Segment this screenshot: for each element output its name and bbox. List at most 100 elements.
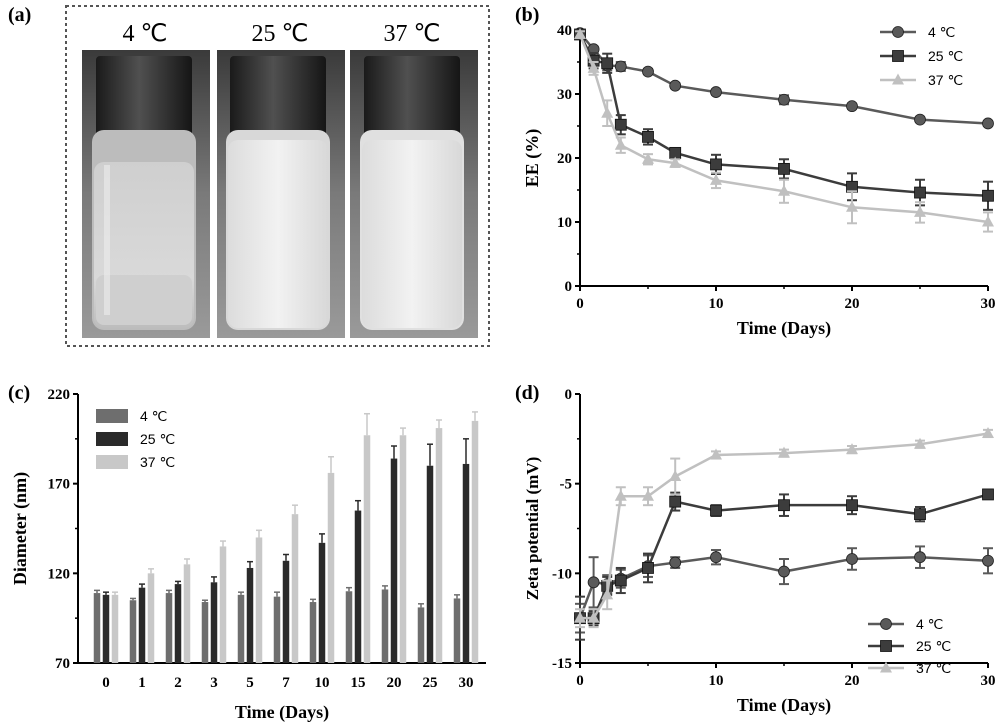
bar-2 (183, 564, 191, 663)
data-point (669, 469, 682, 481)
bar-1 (462, 463, 470, 663)
x-tick-label: 20 (845, 296, 860, 312)
data-point (982, 554, 994, 567)
panel-label-a: (a) (8, 4, 32, 26)
x-tick-label: 15 (351, 675, 366, 691)
x-tick-label: 0 (576, 296, 584, 312)
bar-0 (129, 600, 137, 663)
data-point (669, 495, 682, 508)
x-tick-label: 0 (576, 673, 584, 689)
y-tick-label: 0 (565, 279, 573, 295)
bar-1 (246, 567, 254, 663)
data-point (982, 426, 994, 438)
data-point (587, 576, 600, 589)
data-point (982, 117, 994, 130)
bar-2 (111, 594, 119, 663)
bar-2 (435, 428, 443, 663)
x-tick-label: 7 (282, 675, 290, 691)
data-point (778, 162, 790, 175)
x-tick-label: 3 (210, 675, 218, 691)
x-tick-label: 0 (102, 675, 110, 691)
bar-2 (471, 420, 479, 663)
x-tick-label: 10 (709, 673, 724, 689)
data-point (642, 152, 654, 164)
bar-0 (93, 593, 101, 663)
bar-1 (354, 510, 362, 663)
data-point (601, 57, 614, 70)
data-point (778, 565, 790, 578)
x-tick-label: 20 (845, 673, 860, 689)
bar-1 (318, 542, 326, 663)
y-tick-label: 70 (55, 656, 70, 672)
data-point (846, 100, 858, 113)
series-0 (574, 27, 994, 130)
y-tick-label: 10 (557, 215, 572, 231)
bar-2 (255, 537, 263, 663)
y-tick-label: -15 (552, 656, 572, 672)
data-point (846, 499, 858, 512)
legend-label: 4 ℃ (916, 616, 943, 632)
data-point (914, 113, 926, 126)
legend-swatch (96, 455, 128, 469)
data-point (587, 61, 600, 73)
data-point (710, 448, 722, 460)
bar-1 (282, 560, 290, 663)
bar-1 (138, 587, 146, 663)
data-point (601, 588, 614, 600)
data-point (982, 189, 994, 202)
y-tick-label: 170 (48, 477, 71, 493)
data-point (614, 118, 627, 131)
legend-marker (880, 618, 892, 630)
panel-label-c: (c) (8, 382, 31, 404)
data-point (669, 556, 682, 569)
x-tick-label: 5 (246, 675, 254, 691)
y-tick-label: 30 (557, 87, 572, 103)
data-point (778, 93, 790, 106)
data-point (642, 562, 654, 574)
bar-0 (417, 607, 425, 663)
legend-label: 37 ℃ (928, 72, 963, 88)
bar-0 (309, 602, 317, 663)
legend-swatch (96, 432, 128, 446)
legend-marker (880, 640, 892, 652)
bar-0 (237, 594, 245, 663)
legend-marker (892, 73, 904, 85)
data-point (710, 504, 722, 517)
y-tick-label: 120 (48, 566, 71, 582)
data-point (914, 205, 926, 217)
series-2 (574, 426, 994, 629)
data-point (710, 158, 722, 171)
y-axis-label: Zeta potential (mV) (523, 457, 542, 601)
legend-marker (880, 661, 892, 673)
data-point (574, 27, 586, 39)
data-point (982, 215, 994, 227)
data-point (778, 499, 790, 512)
legend-label: 25 ℃ (916, 638, 951, 654)
legend-label: 25 ℃ (140, 431, 175, 447)
data-point (614, 574, 627, 587)
data-point (710, 551, 722, 564)
x-tick-label: 10 (709, 296, 724, 312)
bar-0 (453, 598, 461, 663)
x-tick-label: 1 (138, 675, 146, 691)
legend-swatch (96, 409, 128, 423)
data-point (914, 186, 926, 199)
data-point (710, 86, 722, 98)
panel-label-b: (b) (515, 4, 540, 26)
data-point (914, 437, 926, 449)
data-point (614, 60, 627, 73)
bar-1 (426, 465, 434, 663)
data-point (846, 200, 858, 212)
x-axis-label: Time (Days) (235, 702, 329, 723)
x-axis-label: Time (Days) (737, 318, 831, 339)
bar-0 (381, 589, 389, 663)
y-tick-label: 220 (48, 387, 71, 403)
data-point (778, 446, 790, 458)
series-line (580, 432, 989, 620)
data-point (642, 130, 654, 143)
x-tick-label: 10 (315, 675, 330, 691)
data-point (614, 138, 627, 150)
y-tick-label: 0 (565, 387, 573, 403)
